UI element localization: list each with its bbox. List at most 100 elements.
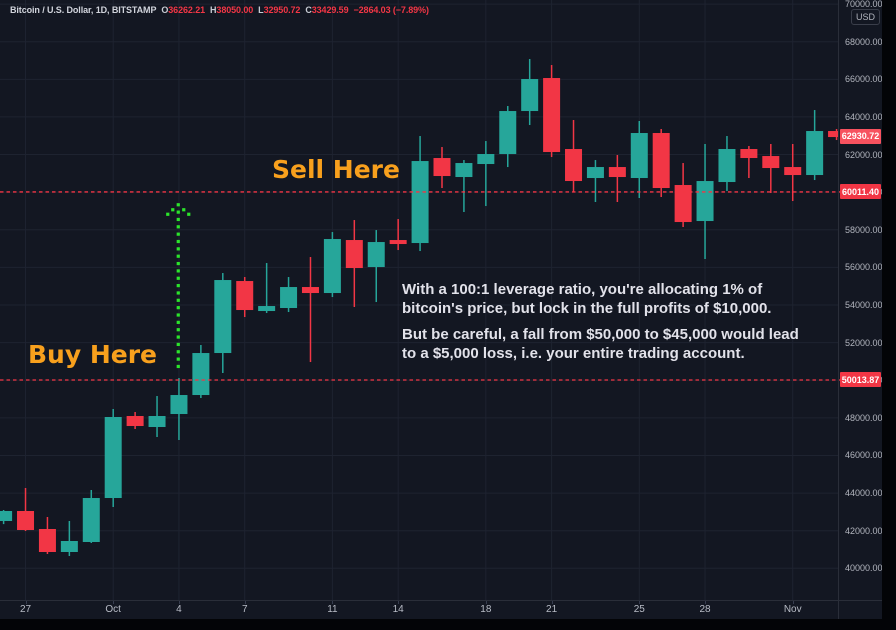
arrow-dot (176, 335, 180, 339)
candle-body (126, 416, 144, 427)
candle-body (499, 111, 517, 155)
candle-body (323, 239, 341, 294)
price-axis-label: 58000.00 (845, 224, 883, 235)
price-axis-separator (838, 0, 839, 619)
arrow-dot (176, 261, 180, 266)
time-axis-label: 27 (19, 604, 32, 615)
ohlc-open-label: O (161, 4, 169, 15)
candle-body (280, 287, 298, 309)
time-axis-tick (792, 601, 794, 604)
time-axis-label: 4 (176, 604, 182, 615)
time-axis-label: 21 (546, 604, 558, 615)
candle-body (674, 185, 692, 223)
buy-line-price-tag: 50013.87 (840, 372, 881, 388)
arrow-head-dot (187, 212, 191, 216)
candle-body (652, 133, 670, 189)
window-bottom-edge (0, 619, 896, 630)
time-axis-separator (0, 600, 882, 601)
candle-body (258, 306, 276, 312)
candles-group (0, 59, 838, 557)
candle-body (455, 163, 473, 178)
candle-body (345, 240, 363, 269)
time-axis-label: 18 (480, 604, 492, 615)
note-line: bitcoin's price, but lock in the full pr… (402, 299, 772, 317)
arrow-head-dot (182, 208, 186, 212)
arrow-dot (176, 239, 180, 244)
time-axis-label: Oct (105, 604, 121, 615)
window-right-edge (882, 0, 896, 630)
time-axis-tick (178, 601, 180, 604)
arrow-dot (176, 247, 180, 251)
candle-body (0, 511, 13, 522)
risk-note[interactable]: But be careful, a fall from $50,000 to $… (402, 326, 799, 363)
arrow-dot (176, 313, 180, 317)
time-axis-tick (398, 601, 400, 604)
price-axis-label: 54000.00 (845, 300, 883, 310)
sell-here-label[interactable]: Sell Here (272, 155, 400, 184)
price-axis-label: 44000.00 (845, 488, 883, 499)
candle-body (236, 281, 254, 311)
candle-body (148, 416, 166, 428)
time-axis-label: 14 (392, 604, 404, 615)
arrow-head-dot (166, 212, 170, 216)
candle-body (104, 417, 122, 499)
candle-body (433, 158, 451, 177)
time-axis-tick (113, 601, 115, 604)
ohlc-open-value: 36262.21 (168, 4, 206, 15)
arrow-dot (176, 232, 180, 236)
last-price-tag: 62930.72 (840, 128, 881, 144)
price-axis-label: 40000.00 (845, 563, 883, 574)
candle-body (696, 181, 714, 222)
candle-body (301, 287, 319, 294)
arrow-dot (176, 298, 180, 302)
candle-body (828, 131, 838, 138)
symbol-legend[interactable]: Bitcoin / U.S. Dollar, 1D, BITSTAMP O 362… (10, 3, 429, 16)
ohlc-close-label: C (305, 4, 312, 15)
arrow-dot (176, 320, 180, 324)
price-axis-label: 64000.00 (845, 111, 883, 122)
price-axis-label: 56000.00 (845, 262, 883, 273)
time-axis-tick (551, 601, 553, 604)
candle-body (192, 353, 210, 396)
arrow-dot (176, 276, 180, 280)
time-axis-label: 7 (241, 604, 248, 615)
arrow-dot (176, 217, 180, 222)
leverage-note[interactable]: With a 100:1 leverage ratio, you're allo… (402, 281, 771, 318)
candle-body (389, 240, 407, 245)
sell-line-price-tag: 60011.40 (840, 184, 881, 200)
candle-body (762, 156, 780, 169)
candle-body (586, 167, 604, 179)
price-axis-label: 70000.00 (845, 0, 883, 10)
ohlc-high-label: H (210, 4, 217, 15)
candle-body (82, 498, 100, 542)
ohlc-low-value: 32950.72 (263, 4, 301, 15)
note-line: to a $5,000 loss, i.e. your entire tradi… (402, 344, 745, 362)
note-line: With a 100:1 leverage ratio, you're allo… (402, 281, 763, 298)
time-axis-tick (25, 601, 27, 604)
time-axis-tick (332, 601, 334, 604)
arrow-dot (176, 328, 180, 332)
candle-body (718, 149, 736, 183)
candle-body (411, 161, 429, 244)
arrow-dot (176, 291, 180, 295)
currency-unit-button[interactable]: USD (851, 9, 881, 25)
buy-here-label[interactable]: Buy Here (28, 340, 158, 369)
candle-body (740, 149, 758, 159)
time-axis-label: Nov (783, 604, 802, 615)
arrow-dot (176, 342, 180, 347)
note-line: But be careful, a fall from $50,000 to $… (402, 326, 799, 343)
candle-body (565, 149, 583, 182)
time-axis-label: 28 (699, 604, 711, 615)
candle-body (630, 133, 648, 179)
arrow-dot (176, 254, 180, 258)
arrow-dot (176, 225, 180, 229)
price-axis-label: 52000.00 (845, 337, 883, 348)
ohlc-low-label: L (258, 4, 264, 15)
arrow-head-dot (171, 208, 175, 212)
candle-body (477, 154, 495, 165)
price-axis-label: 46000.00 (845, 450, 883, 461)
arrow-dot (176, 350, 180, 354)
symbol-title[interactable]: Bitcoin / U.S. Dollar, 1D, BITSTAMP (10, 4, 157, 15)
arrow-dot (176, 357, 180, 361)
